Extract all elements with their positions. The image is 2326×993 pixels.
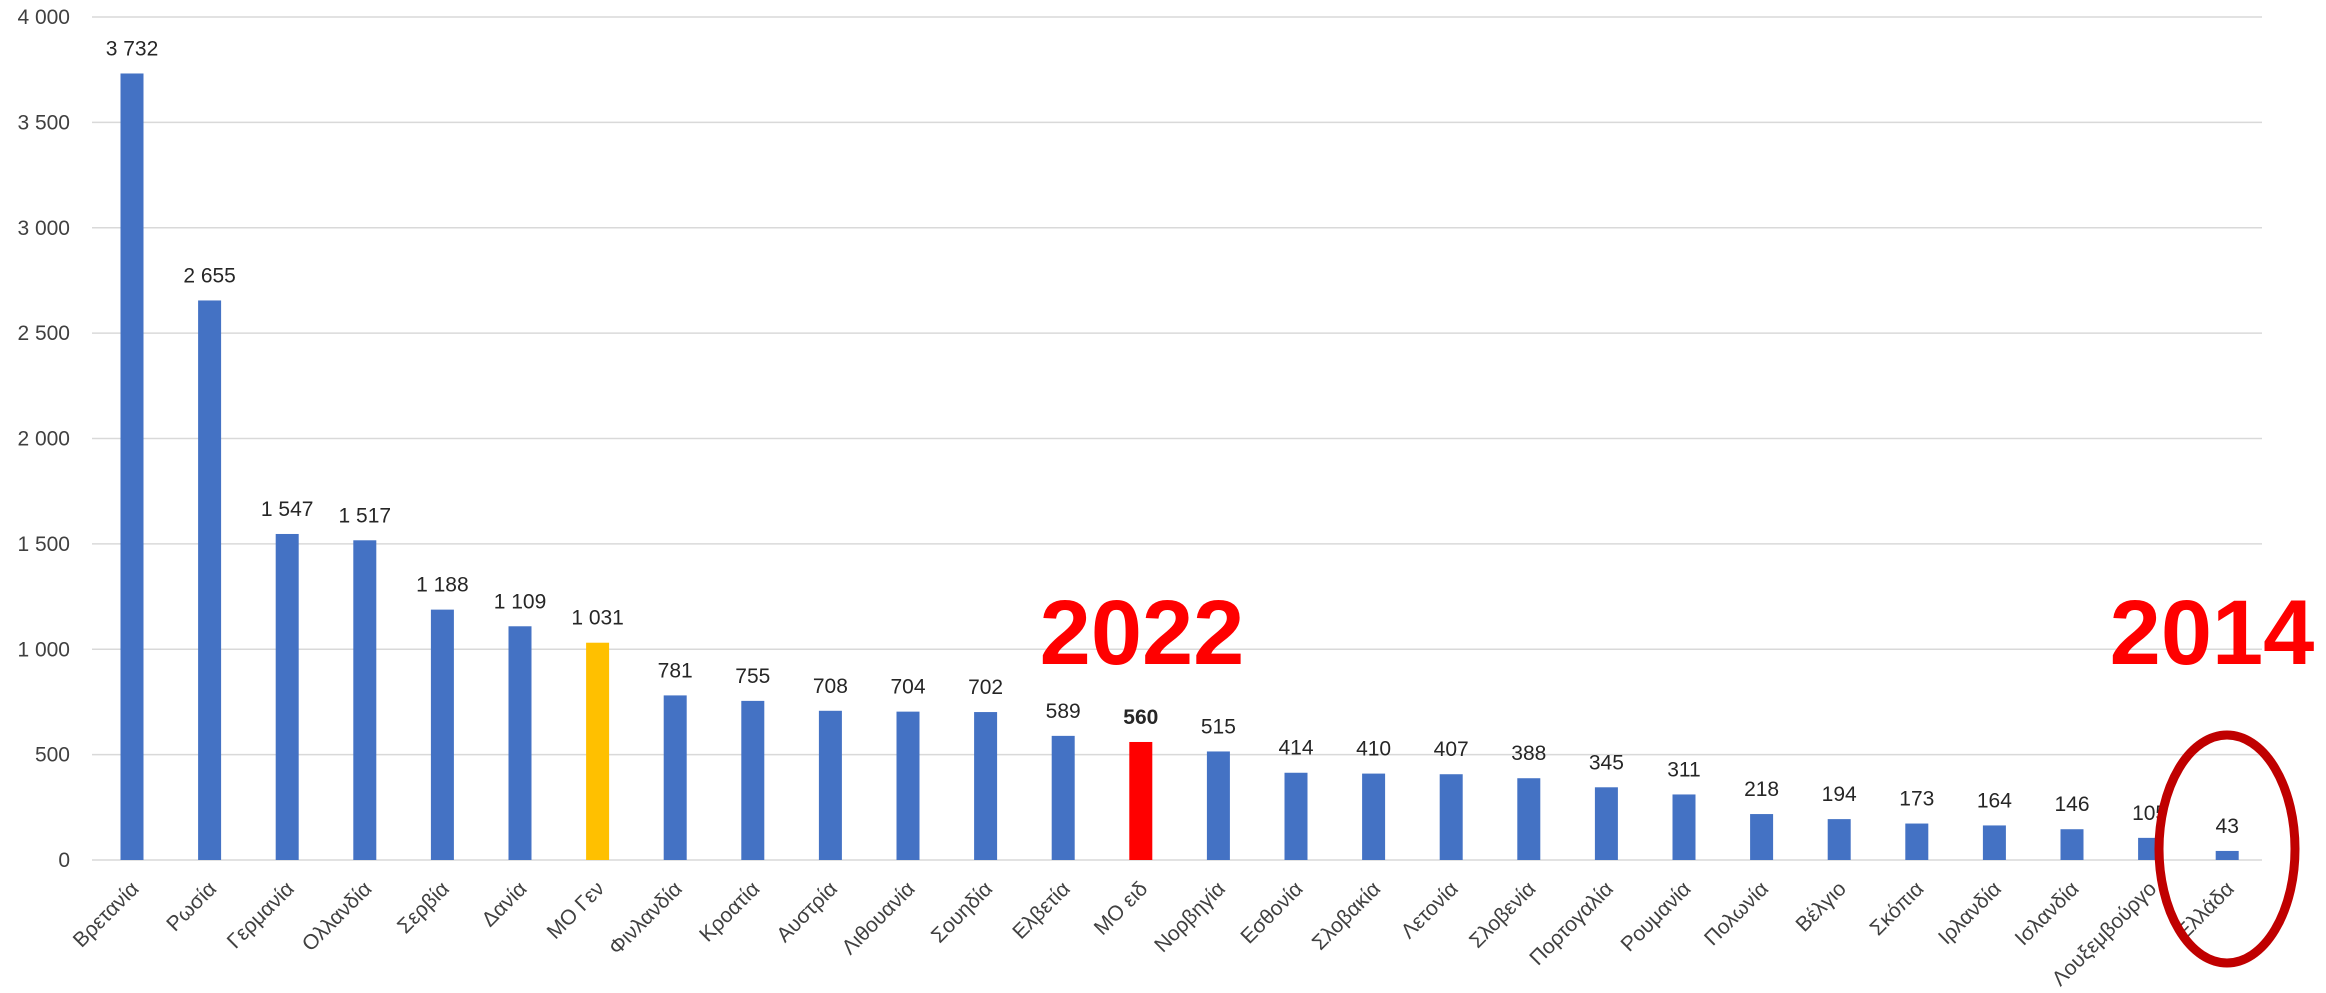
x-tick-label-νορβηγία: Νορβηγία: [1150, 877, 1230, 957]
bar-αυστρία: [818, 710, 842, 860]
x-tick-label-ολλανδία: Ολλανδία: [298, 877, 377, 956]
data-label-σερβία: 1 188: [416, 574, 469, 597]
x-tick-label-λετονία: Λετονία: [1397, 877, 1463, 943]
x-tick-label-σλοβενία: Σλοβενία: [1465, 877, 1540, 952]
bar-δανία: [508, 626, 532, 860]
data-label-γερμανία: 1 547: [261, 498, 314, 521]
y-tick-label: 1 500: [17, 533, 70, 556]
x-tick-label-ιρλανδία: Ιρλανδία: [1934, 877, 2006, 949]
gridlines: [92, 16, 2262, 861]
bar-βέλγιο: [1827, 819, 1851, 860]
bar-πορτογαλία: [1594, 787, 1618, 860]
bar-ιρλανδία: [1982, 825, 2006, 860]
y-tick-label: 2 000: [17, 428, 70, 451]
y-axis-tick-labels: 0 500 1 000 1 500 2 000 2 500 3 000 3 500 4 000: [17, 6, 70, 872]
y-tick-label: 3 500: [17, 111, 70, 134]
x-tick-label-ελβετία: Ελβετία: [1008, 877, 1075, 944]
bar-σλοβακία: [1362, 773, 1386, 860]
bar-πολωνία: [1750, 814, 1774, 860]
annotation-year-2014: 2014: [2110, 582, 2315, 684]
data-label-βρετανία: 3 732: [106, 37, 159, 60]
x-tick-label-βρετανία: Βρετανία: [69, 877, 144, 952]
bar-ρουμανία: [1672, 794, 1696, 860]
x-tick-label-ρουμανία: Ρουμανία: [1617, 877, 1696, 956]
data-label-φινλανδία: 781: [658, 659, 693, 682]
bar-λιθουανία: [896, 711, 920, 860]
x-tick-label-γερμανία: Γερμανία: [223, 877, 299, 953]
bar-βρετανία: [120, 73, 144, 860]
data-label-μο-ειδ: 560: [1123, 706, 1158, 729]
bar-σερβία: [430, 609, 454, 860]
data-label-ισλανδία: 146: [2054, 793, 2089, 816]
x-tick-label-φινλανδία: Φινλανδία: [605, 877, 687, 959]
x-tick-label-αυστρία: Αυστρία: [772, 877, 842, 947]
x-tick-label-σερβία: Σερβία: [393, 877, 454, 938]
x-tick-label-ρωσία: Ρωσία: [162, 877, 221, 936]
bar-σλοβενία: [1517, 778, 1541, 860]
x-tick-label-σουηδία: Σουηδία: [927, 877, 997, 947]
data-label-πολωνία: 218: [1744, 778, 1779, 801]
data-label-μο-γεν: 1 031: [571, 607, 624, 630]
data-label-ρουμανία: 311: [1667, 758, 1700, 781]
bar-εσθονία: [1284, 772, 1308, 860]
x-tick-label-ισλανδία: Ισλανδία: [2011, 877, 2084, 950]
x-tick-label-λιθουανία: Λιθουανία: [838, 877, 920, 959]
x-tick-label-πολωνία: Πολωνία: [1700, 877, 1773, 950]
x-tick-label-πορτογαλία: Πορτογαλία: [1525, 877, 1618, 970]
bar-λετονία: [1439, 774, 1463, 860]
data-label-ελβετία: 589: [1046, 700, 1081, 723]
y-tick-label: 0: [58, 849, 70, 872]
y-tick-label: 2 500: [17, 322, 70, 345]
x-tick-label-κροατία: Κροατία: [695, 877, 764, 946]
data-label-πορτογαλία: 345: [1589, 751, 1624, 774]
data-label-λιθουανία: 704: [890, 676, 925, 699]
x-tick-label-σλοβακία: Σλοβακία: [1308, 877, 1385, 954]
bar-σκόπια: [1905, 823, 1929, 860]
bar-μο-γεν: [586, 642, 610, 860]
bar-ολλανδία: [353, 540, 377, 860]
data-label-σκόπια: 173: [1899, 788, 1934, 811]
data-label-βέλγιο: 194: [1822, 783, 1857, 806]
bar-ρωσία: [198, 300, 222, 860]
data-label-νορβηγία: 515: [1201, 715, 1236, 738]
data-labels: 3 732 2 655 1 547 1 517 1 188 1 109 1 031 781 75…: [106, 37, 2239, 837]
data-label-σλοβενία: 388: [1511, 742, 1546, 765]
y-tick-label: 3 000: [17, 217, 70, 240]
bar-νορβηγία: [1206, 751, 1230, 860]
data-label-κροατία: 755: [735, 665, 770, 688]
data-label-ολλανδία: 1 517: [339, 504, 392, 527]
data-label-ρωσία: 2 655: [183, 264, 236, 287]
bar-σουηδία: [974, 712, 998, 860]
x-tick-label-μο-ειδ: ΜΟ ειδ: [1090, 877, 1153, 940]
highlight-ellipse: [2154, 730, 2300, 968]
bar-ελλάδα: [2215, 850, 2239, 860]
y-tick-label: 4 000: [17, 6, 70, 29]
bar-φινλανδία: [663, 695, 687, 860]
y-tick-label: 1 000: [17, 638, 70, 661]
bar-γερμανία: [275, 533, 299, 860]
bar-κροατία: [741, 700, 765, 860]
bar-μο-ειδ: [1129, 741, 1153, 860]
data-label-σλοβακία: 410: [1356, 738, 1391, 761]
data-label-αυστρία: 708: [813, 675, 848, 698]
data-label-δανία: 1 109: [494, 590, 547, 613]
annotation-year-2022: 2022: [1040, 582, 1245, 684]
y-tick-label: 500: [35, 744, 70, 767]
x-tick-label-δανία: Δανία: [477, 877, 531, 931]
x-tick-label-μο-γεν: ΜΟ Γεν: [543, 877, 610, 944]
x-tick-label-σκόπια: Σκόπια: [1865, 877, 1928, 940]
bar-ελβετία: [1051, 735, 1075, 860]
data-label-σουηδία: 702: [968, 676, 1003, 699]
bar-ισλανδία: [2060, 829, 2084, 860]
data-label-ιρλανδία: 164: [1977, 789, 2012, 812]
bars: [120, 73, 2239, 860]
data-label-ελλάδα: 43: [2216, 815, 2239, 838]
x-tick-label-εσθονία: Εσθονία: [1236, 877, 1307, 948]
data-label-λετονία: 407: [1434, 738, 1469, 761]
data-label-εσθονία: 414: [1278, 737, 1313, 760]
x-axis-category-labels: Βρετανία Ρωσία Γερμανία Ολλανδία Σερβία Δανία…: [69, 877, 2239, 990]
x-tick-label-βέλγιο: Βέλγιο: [1792, 877, 1851, 936]
